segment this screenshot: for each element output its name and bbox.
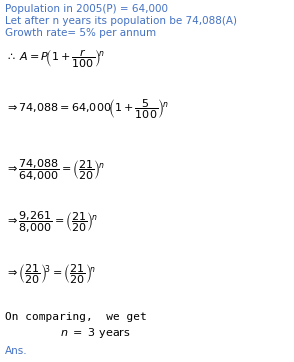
Text: $\Rightarrow \dfrac{74{,}088}{64{,}000} = \left(\dfrac{21}{20}\right)^{\!n}$: $\Rightarrow \dfrac{74{,}088}{64{,}000} … <box>5 158 105 184</box>
Text: Let after n years its population be 74,088(A): Let after n years its population be 74,0… <box>5 16 237 26</box>
Text: Population in 2005(P) = 64,000: Population in 2005(P) = 64,000 <box>5 4 168 14</box>
Text: Ans.: Ans. <box>5 346 28 356</box>
Text: $\Rightarrow \dfrac{9{,}261}{8{,}000} = \left(\dfrac{21}{20}\right)^{\!n}$: $\Rightarrow \dfrac{9{,}261}{8{,}000} = … <box>5 210 98 235</box>
Text: On comparing,  we get: On comparing, we get <box>5 312 147 322</box>
Text: Growth rate= 5% per annum: Growth rate= 5% per annum <box>5 28 156 38</box>
Text: $\therefore\;$$A = P\!\left(1 + \dfrac{r}{100}\right)^{\!n}$: $\therefore\;$$A = P\!\left(1 + \dfrac{r… <box>5 48 105 71</box>
Text: $n\ =\ 3\ \mathrm{years}$: $n\ =\ 3\ \mathrm{years}$ <box>60 326 131 340</box>
Text: $\Rightarrow \left(\dfrac{21}{20}\right)^{\!3} = \left(\dfrac{21}{20}\right)^{\!: $\Rightarrow \left(\dfrac{21}{20}\right)… <box>5 263 96 286</box>
Text: $\Rightarrow 74{,}088 = 64{,}000\!\left(1 + \dfrac{5}{100}\right)^{\!n}$: $\Rightarrow 74{,}088 = 64{,}000\!\left(… <box>5 98 169 122</box>
